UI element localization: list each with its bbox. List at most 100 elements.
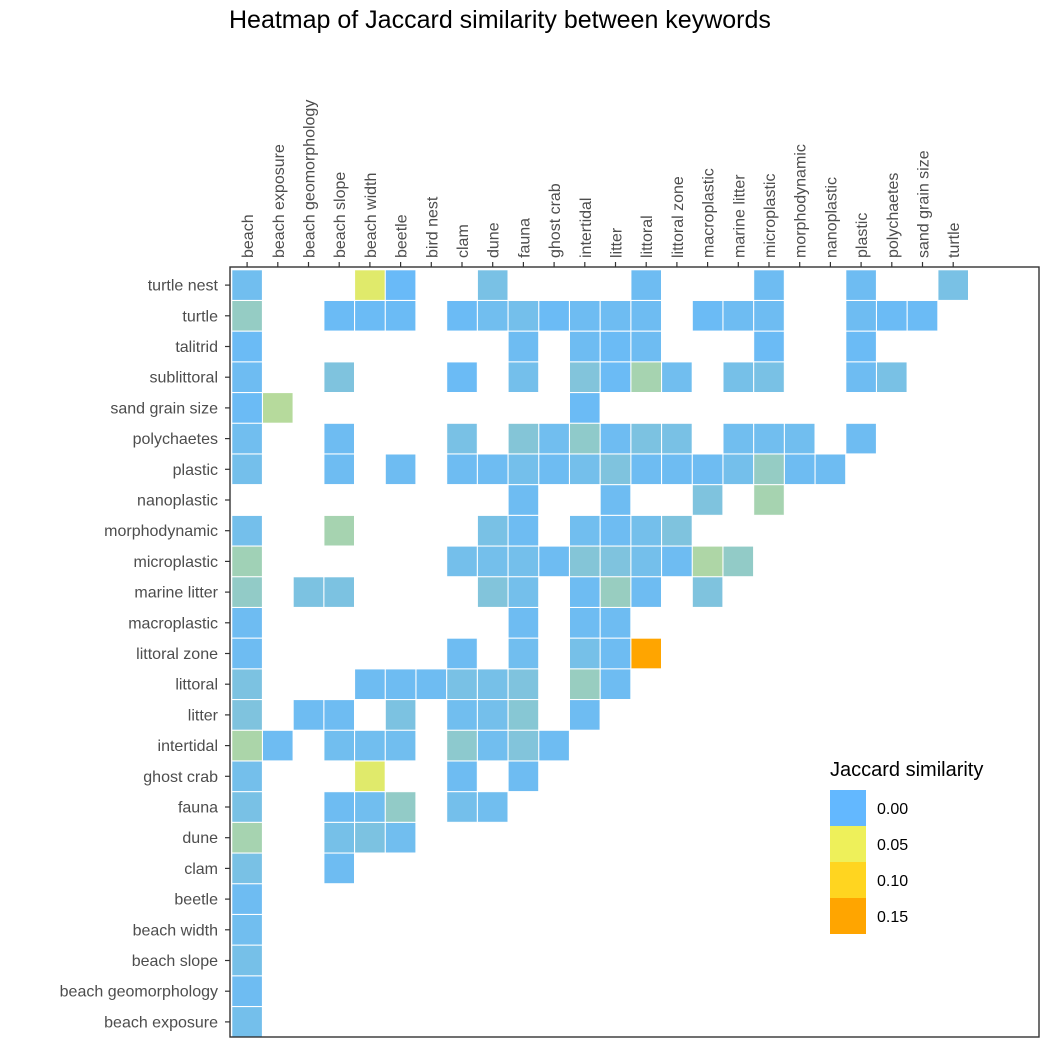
x-tick-label-beach-width: beach width bbox=[363, 173, 380, 258]
heatmap-cell-plastic-beach bbox=[231, 453, 263, 485]
heatmap-cell-turtle-clam bbox=[446, 300, 478, 332]
y-tick-label-beach-geomorphology: beach geomorphology bbox=[60, 984, 218, 1001]
heatmap-cell-turtle-nest-microplastic bbox=[753, 269, 785, 301]
heatmap-cell-turtle-beetle bbox=[385, 300, 417, 332]
heatmap-cell-morphodynamic-littoral bbox=[630, 515, 662, 547]
heatmap-cell-sublittoral-litter bbox=[600, 361, 631, 393]
heatmap-cell-polychaetes-plastic bbox=[845, 423, 877, 455]
x-tick-label-ghost-crab: ghost crab bbox=[547, 183, 564, 258]
heatmap-cell-littoral-beach-width bbox=[354, 668, 386, 700]
heatmap-cell-polychaetes-ghost-crab bbox=[538, 423, 570, 455]
heatmap-cell-intertidal-beetle bbox=[385, 730, 417, 762]
heatmap-cell-talitrid-littoral bbox=[630, 331, 662, 362]
heatmap-cell-beach-geomorphology-beach bbox=[231, 975, 263, 1007]
heatmap-cell-dune-beetle bbox=[385, 822, 417, 854]
panel-border bbox=[229, 266, 1040, 1038]
heatmap-cell-turtle-microplastic bbox=[753, 300, 785, 332]
y-tick-label-turtle-nest: turtle nest bbox=[148, 278, 219, 295]
heatmap-cell-talitrid-intertidal bbox=[569, 331, 601, 362]
heatmap-cell-polychaetes-littoral-zone bbox=[661, 423, 693, 455]
heatmap-cell-turtle-nest-beach bbox=[231, 269, 263, 301]
legend-label-1: 0.05 bbox=[877, 837, 908, 854]
heatmap-cell-talitrid-beach bbox=[231, 331, 263, 362]
heatmap-cell-macroplastic-litter bbox=[600, 607, 631, 639]
x-tick-label-littoral-zone: littoral zone bbox=[670, 176, 687, 258]
heatmap-cell-sand-grain-size-intertidal bbox=[569, 392, 601, 424]
heatmap-cell-turtle-beach bbox=[231, 300, 263, 332]
heatmap-cell-polychaetes-intertidal bbox=[569, 423, 601, 455]
heatmap-cell-polychaetes-marine-litter bbox=[722, 423, 754, 455]
x-axis: beach beach exposure beach geomorphology be… bbox=[240, 100, 963, 267]
x-tick-label-bird-nest: bird nest bbox=[424, 196, 441, 258]
heatmap-cell-microplastic-clam bbox=[446, 545, 478, 577]
heatmap-cell-intertidal-beach bbox=[231, 730, 263, 762]
heatmap-cell-polychaetes-beach-slope bbox=[323, 423, 355, 455]
heatmap-cell-fauna-beetle bbox=[385, 791, 417, 823]
heatmap-cell-turtle-nest-beach-width bbox=[354, 269, 386, 301]
heatmap-cell-littoral-intertidal bbox=[569, 668, 601, 700]
heatmap-cell-marine-litter-macroplastic bbox=[692, 576, 724, 608]
heatmap-cell-litter-beach-geomorphology bbox=[293, 699, 324, 731]
x-tick-label-plastic: plastic bbox=[854, 213, 871, 258]
y-tick-label-intertidal: intertidal bbox=[158, 738, 218, 755]
x-tick-label-sand-grain-size: sand grain size bbox=[916, 150, 933, 258]
heatmap-cell-morphodynamic-fauna bbox=[507, 515, 539, 547]
y-tick-label-nanoplastic: nanoplastic bbox=[137, 493, 218, 510]
heatmap-cell-sublittoral-plastic bbox=[845, 361, 877, 393]
heatmap-cell-talitrid-microplastic bbox=[753, 331, 785, 362]
heatmap-cell-littoral-bird-nest bbox=[415, 668, 447, 700]
heatmap-cell-plastic-litter bbox=[600, 453, 631, 485]
heatmap-cell-ghost-crab-beach bbox=[231, 760, 263, 792]
chart-title: Heatmap of Jaccard similarity between ke… bbox=[229, 6, 771, 34]
legend-title: Jaccard similarity bbox=[830, 759, 983, 781]
x-tick-label-dune: dune bbox=[486, 222, 503, 258]
heatmap-cell-plastic-beach-slope bbox=[323, 453, 355, 485]
heatmap-cell-turtle-marine-litter bbox=[722, 300, 754, 332]
heatmap-cell-nanoplastic-litter bbox=[600, 484, 631, 516]
x-tick-label-beach-slope: beach slope bbox=[332, 172, 349, 258]
heatmap-cell-litter-intertidal bbox=[569, 699, 601, 731]
heatmap-cell-littoral-beetle bbox=[385, 668, 417, 700]
heatmap-cell-plastic-littoral bbox=[630, 453, 662, 485]
heatmap-cell-marine-litter-intertidal bbox=[569, 576, 601, 608]
heatmap-cell-nanoplastic-microplastic bbox=[753, 484, 785, 516]
heatmap-cell-sublittoral-beach-slope bbox=[323, 361, 355, 393]
heatmap-cell-microplastic-fauna bbox=[507, 545, 539, 577]
heatmap-cell-littoral-beach bbox=[231, 668, 263, 700]
legend-key-1 bbox=[830, 826, 866, 862]
heatmap-cell-sublittoral-polychaetes bbox=[876, 361, 908, 393]
heatmap-cell-macroplastic-fauna bbox=[507, 607, 539, 639]
x-tick-label-beach-geomorphology: beach geomorphology bbox=[302, 100, 319, 258]
legend-key-0 bbox=[830, 790, 866, 826]
heatmap-cell-littoral-litter bbox=[600, 668, 631, 700]
x-tick-label-turtle: turtle bbox=[946, 222, 963, 258]
heatmap-cell-morphodynamic-intertidal bbox=[569, 515, 601, 547]
legend-label-3: 0.15 bbox=[877, 909, 908, 926]
heatmap-cells bbox=[231, 269, 969, 1038]
heatmap-cell-littoral-zone-beach bbox=[231, 638, 263, 669]
heatmap-cell-intertidal-beach-width bbox=[354, 730, 386, 762]
heatmap-cell-polychaetes-beach bbox=[231, 423, 263, 455]
y-tick-label-beach-slope: beach slope bbox=[132, 953, 218, 970]
heatmap-cell-marine-litter-beach-geomorphology bbox=[293, 576, 324, 608]
heatmap-cell-turtle-littoral bbox=[630, 300, 662, 332]
y-axis: turtle nest turtle talitrid sublittoral sand… bbox=[60, 278, 230, 1031]
heatmap-cell-turtle-beach-slope bbox=[323, 300, 355, 332]
heatmap-cell-littoral-zone-litter bbox=[600, 638, 631, 669]
y-tick-label-beach-width: beach width bbox=[133, 922, 218, 939]
heatmap-cell-litter-beach-slope bbox=[323, 699, 355, 731]
y-tick-label-sublittoral: sublittoral bbox=[150, 370, 218, 387]
heatmap-cell-turtle-beach-width bbox=[354, 300, 386, 332]
heatmap-cell-turtle-litter bbox=[600, 300, 631, 332]
heatmap-cell-polychaetes-clam bbox=[446, 423, 478, 455]
heatmap-cell-littoral-zone-clam bbox=[446, 638, 478, 669]
y-tick-label-morphodynamic: morphodynamic bbox=[104, 523, 218, 540]
heatmap-cell-microplastic-ghost-crab bbox=[538, 545, 570, 577]
heatmap-cell-turtle-sand-grain-size bbox=[907, 300, 938, 332]
heatmap-cell-clam-beach bbox=[231, 852, 263, 884]
heatmap-cell-intertidal-ghost-crab bbox=[538, 730, 570, 762]
heatmap-cell-beach-slope-beach bbox=[231, 945, 263, 976]
heatmap-cell-macroplastic-intertidal bbox=[569, 607, 601, 639]
x-tick-label-macroplastic: macroplastic bbox=[701, 168, 718, 258]
